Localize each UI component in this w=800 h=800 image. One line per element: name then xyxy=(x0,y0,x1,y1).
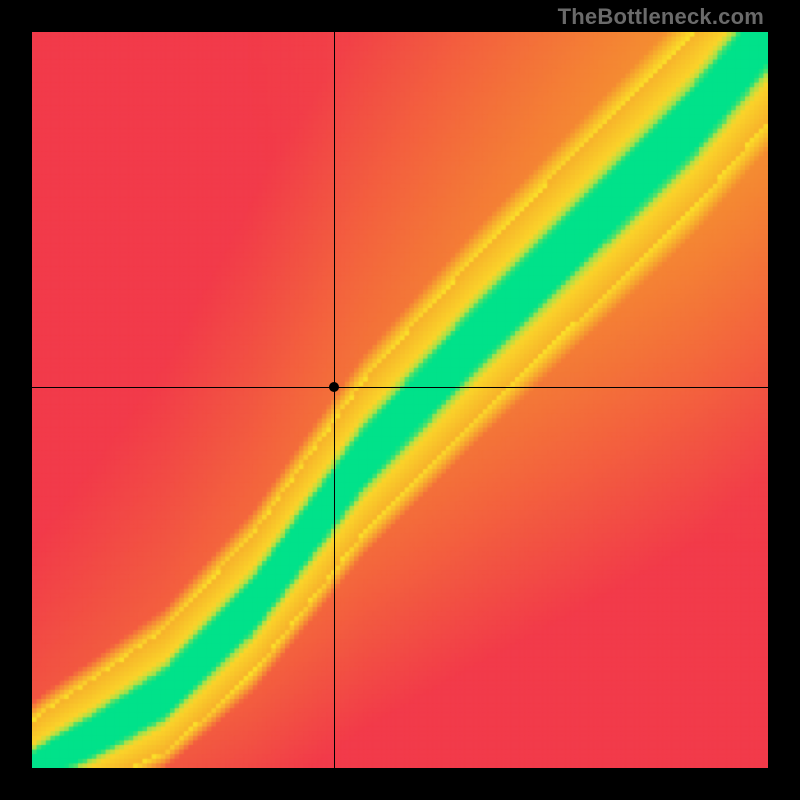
crosshair-vertical xyxy=(334,32,335,768)
heatmap-plot-area xyxy=(32,32,768,768)
heatmap-canvas xyxy=(32,32,768,768)
watermark-text: TheBottleneck.com xyxy=(558,4,764,30)
crosshair-horizontal xyxy=(32,387,768,388)
data-point-marker xyxy=(329,382,339,392)
